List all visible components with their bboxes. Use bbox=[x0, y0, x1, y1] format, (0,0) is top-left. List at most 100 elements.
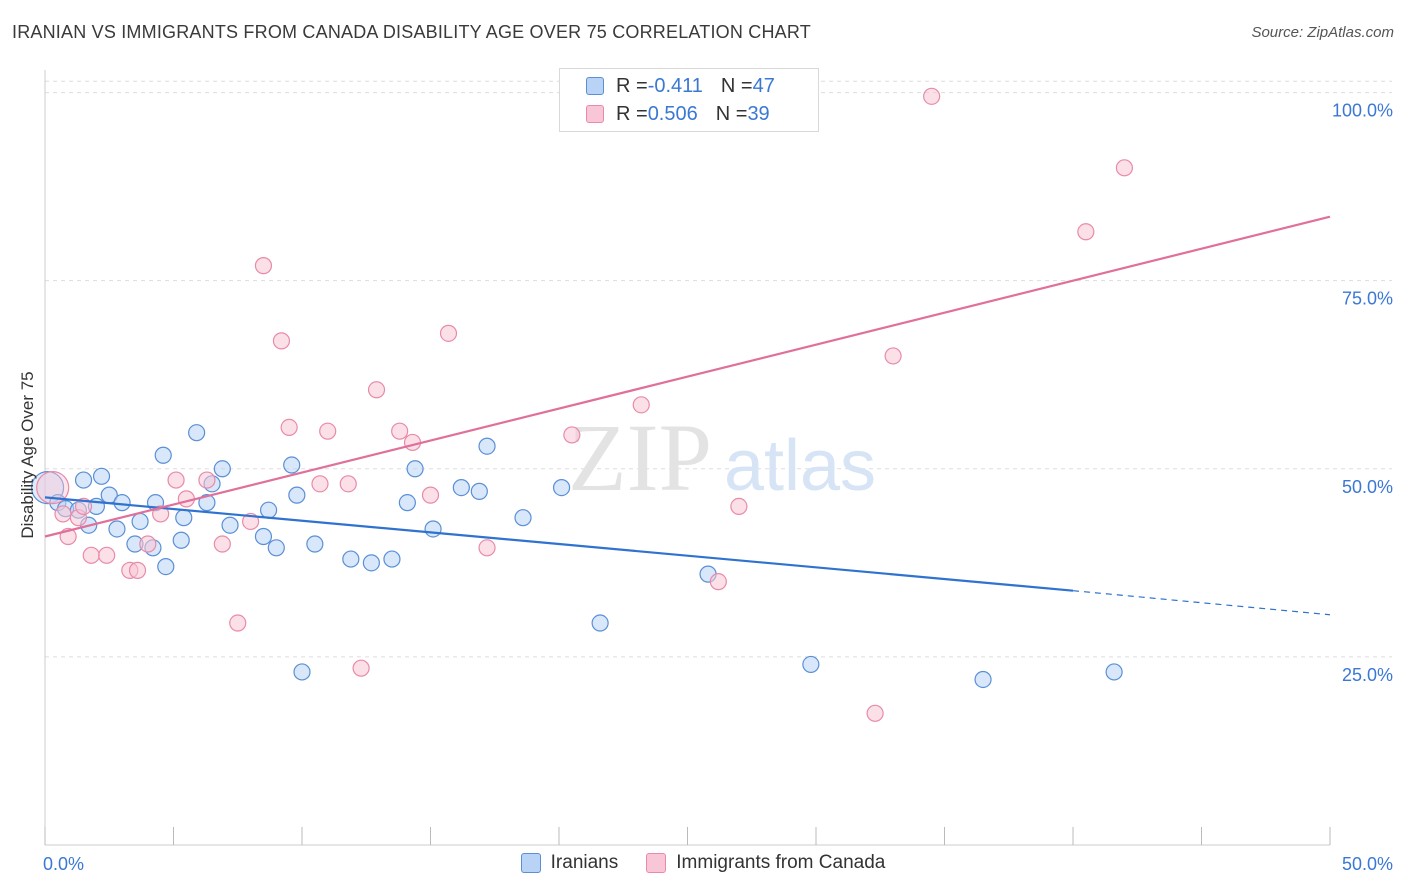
iranians-point bbox=[221, 516, 239, 534]
trend-lines bbox=[44, 215, 1331, 616]
canada-trend-line bbox=[44, 215, 1331, 538]
iranians-point bbox=[514, 509, 532, 527]
canada-point bbox=[54, 505, 72, 523]
axes bbox=[44, 70, 1331, 846]
iranians-point bbox=[213, 460, 231, 478]
iranians-point bbox=[362, 554, 380, 572]
canada-point bbox=[139, 535, 157, 553]
iranians-point bbox=[293, 663, 311, 681]
canada-point bbox=[36, 470, 70, 505]
iranians-point bbox=[552, 478, 571, 497]
n-value: 39 bbox=[747, 102, 770, 125]
y-tick-label: 25.0% bbox=[1342, 665, 1393, 685]
iranians-point bbox=[92, 467, 111, 485]
y-tick-label: 50.0% bbox=[1342, 477, 1393, 497]
iranians-point bbox=[406, 460, 424, 478]
canada-point bbox=[339, 475, 357, 493]
legend-row-canada: R = 0.506 N = 39 bbox=[560, 100, 770, 128]
n-label: N = bbox=[715, 102, 748, 125]
canada-point bbox=[421, 486, 440, 504]
iranians-point bbox=[131, 512, 149, 531]
watermark-atlas: atlas bbox=[724, 426, 876, 506]
iranians-point bbox=[591, 614, 609, 632]
canada-point bbox=[272, 332, 291, 350]
canada-point bbox=[229, 614, 247, 632]
tick-labels: 25.0% 50.0% 75.0% 100.0% 0.0% 50.0% bbox=[43, 101, 1393, 874]
iranians-point bbox=[802, 655, 820, 674]
iranians-point bbox=[1105, 663, 1123, 681]
legend-label: Immigrants from Canada bbox=[676, 852, 886, 873]
canada-point bbox=[391, 422, 409, 440]
n-value: 47 bbox=[752, 74, 775, 97]
iranians-point bbox=[452, 478, 470, 497]
legend-item-canada[interactable]: Immigrants from Canada bbox=[646, 852, 885, 874]
iranians-point bbox=[175, 509, 193, 527]
canada-point bbox=[352, 659, 370, 677]
iranians-point bbox=[424, 520, 442, 538]
n-label: N = bbox=[720, 74, 753, 97]
canada-point bbox=[478, 539, 496, 557]
canada-point bbox=[152, 505, 170, 523]
legend-swatch-blue bbox=[520, 853, 541, 873]
iranians-point bbox=[478, 437, 496, 455]
watermark-zip: ZIP bbox=[568, 404, 712, 511]
canada-point bbox=[1115, 159, 1134, 177]
legend-label: Iranians bbox=[550, 852, 619, 873]
chart-title: IRANIAN VS IMMIGRANTS FROM CANADA DISABI… bbox=[12, 22, 811, 42]
iranians-point bbox=[383, 550, 401, 568]
iranians-point bbox=[267, 539, 285, 557]
canada-point bbox=[213, 535, 231, 553]
y-tick-label: 100.0% bbox=[1332, 101, 1393, 121]
x-tick-label: 50.0% bbox=[1342, 854, 1393, 874]
iranians-trend-line bbox=[44, 496, 1074, 592]
iranians-point bbox=[74, 471, 93, 489]
iranians-point bbox=[188, 424, 206, 442]
legend-swatch-blue bbox=[586, 77, 604, 95]
iranians-point bbox=[306, 535, 324, 553]
iranians-point bbox=[470, 482, 488, 500]
iranians-point bbox=[254, 527, 273, 546]
canada-point bbox=[1077, 223, 1095, 241]
canada-point bbox=[403, 433, 422, 452]
iranians-point bbox=[283, 456, 301, 474]
canada-point bbox=[730, 497, 748, 516]
canada-point bbox=[280, 418, 298, 437]
canada-point bbox=[198, 471, 216, 489]
canada-point bbox=[709, 573, 727, 591]
y-axis-label: Disability Age Over 75 bbox=[18, 371, 37, 539]
canada-point bbox=[254, 257, 273, 275]
canada-point bbox=[311, 475, 329, 493]
iranians-trend-extension bbox=[1072, 590, 1331, 616]
r-label: R = bbox=[616, 102, 648, 125]
iranians-point bbox=[157, 558, 175, 576]
canada-point bbox=[563, 426, 581, 444]
canada-point bbox=[74, 497, 93, 516]
canada-point bbox=[866, 704, 884, 722]
canada-point bbox=[167, 471, 185, 489]
watermark: ZIP atlas bbox=[568, 404, 876, 511]
r-label: R = bbox=[616, 74, 648, 97]
iranians-point bbox=[974, 670, 992, 689]
x-tick-label: 0.0% bbox=[43, 854, 84, 874]
canada-point bbox=[82, 546, 100, 564]
legend-item-iranians[interactable]: Iranians bbox=[520, 852, 619, 874]
iranians-point bbox=[172, 531, 190, 549]
iranians-point bbox=[113, 494, 131, 512]
legend-row-iranians: R = -0.411 N = 47 bbox=[560, 72, 775, 100]
canada-point bbox=[367, 381, 386, 399]
r-value: -0.411 bbox=[647, 74, 703, 97]
canada-point bbox=[439, 324, 458, 342]
data-points bbox=[30, 87, 1134, 722]
canada-point bbox=[632, 396, 650, 414]
iranians-point bbox=[288, 486, 306, 504]
canada-point bbox=[923, 87, 941, 105]
legend-swatch-pink bbox=[646, 853, 667, 873]
canada-point bbox=[319, 422, 337, 440]
r-value: 0.506 bbox=[647, 102, 698, 125]
correlation-legend: R = -0.411 N = 47 R = 0.506 N = 39 bbox=[559, 68, 819, 132]
y-tick-label: 75.0% bbox=[1342, 289, 1393, 309]
series-legend: Iranians Immigrants from Canada bbox=[0, 852, 1406, 874]
canada-point bbox=[98, 546, 116, 564]
canada-point bbox=[884, 347, 902, 365]
